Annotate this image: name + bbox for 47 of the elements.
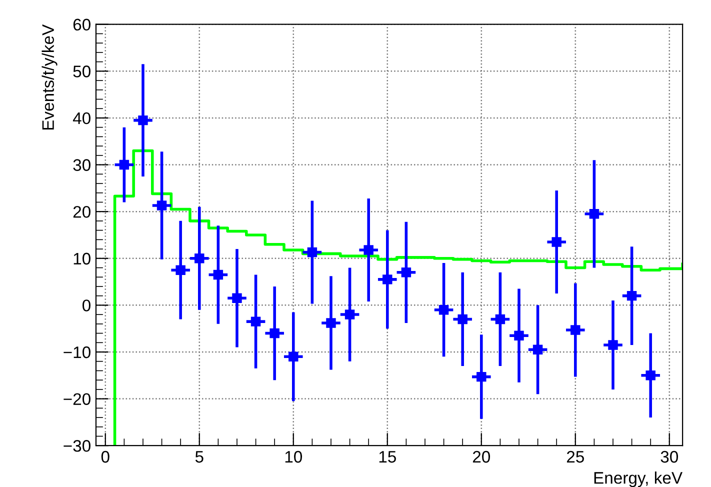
point: [194, 254, 204, 264]
y-tick-label: 60: [73, 18, 90, 31]
point: [476, 372, 486, 382]
point: [364, 245, 374, 255]
point: [646, 370, 656, 380]
y-tick-label: 20: [73, 206, 90, 218]
point: [438, 305, 449, 315]
x-tick-label: 30: [660, 450, 678, 463]
point: [570, 325, 580, 335]
x-tick-label: 15: [379, 451, 396, 463]
point: [288, 352, 298, 362]
point: [552, 237, 562, 247]
y-tick-label: −10: [64, 346, 90, 358]
y-axis-title: Events/t/y/keV: [42, 24, 58, 130]
point: [514, 330, 524, 340]
point: [532, 344, 543, 355]
y-tick-label: 50: [73, 66, 90, 78]
point: [401, 268, 412, 278]
x-tick-label: 20: [472, 450, 490, 463]
point: [176, 265, 186, 275]
point: [326, 318, 336, 328]
point: [344, 310, 355, 320]
y-tick-label: 10: [74, 252, 90, 265]
y-tick-label: 30: [73, 159, 90, 171]
point: [626, 290, 637, 301]
x-tick-label: 25: [566, 450, 584, 463]
point: [270, 328, 280, 338]
x-tick-label: 5: [195, 451, 204, 463]
point: [589, 209, 600, 219]
point: [138, 115, 148, 126]
y-tick-label: 0: [82, 300, 90, 312]
x-tick-label: 10: [285, 450, 302, 463]
point: [213, 270, 224, 280]
x-tick-label: 0: [101, 450, 110, 463]
point: [382, 274, 392, 284]
point: [232, 293, 242, 304]
point: [156, 200, 167, 210]
point: [250, 316, 261, 326]
y-tick-label: 40: [72, 112, 90, 124]
point: [608, 340, 618, 350]
point: [119, 160, 130, 170]
point: [458, 314, 468, 324]
point: [307, 247, 318, 258]
point: [495, 314, 506, 324]
x-axis-title: Energy, keV: [594, 472, 682, 487]
y-tick-label: −20: [64, 393, 90, 405]
y-tick-label: −30: [64, 440, 90, 452]
